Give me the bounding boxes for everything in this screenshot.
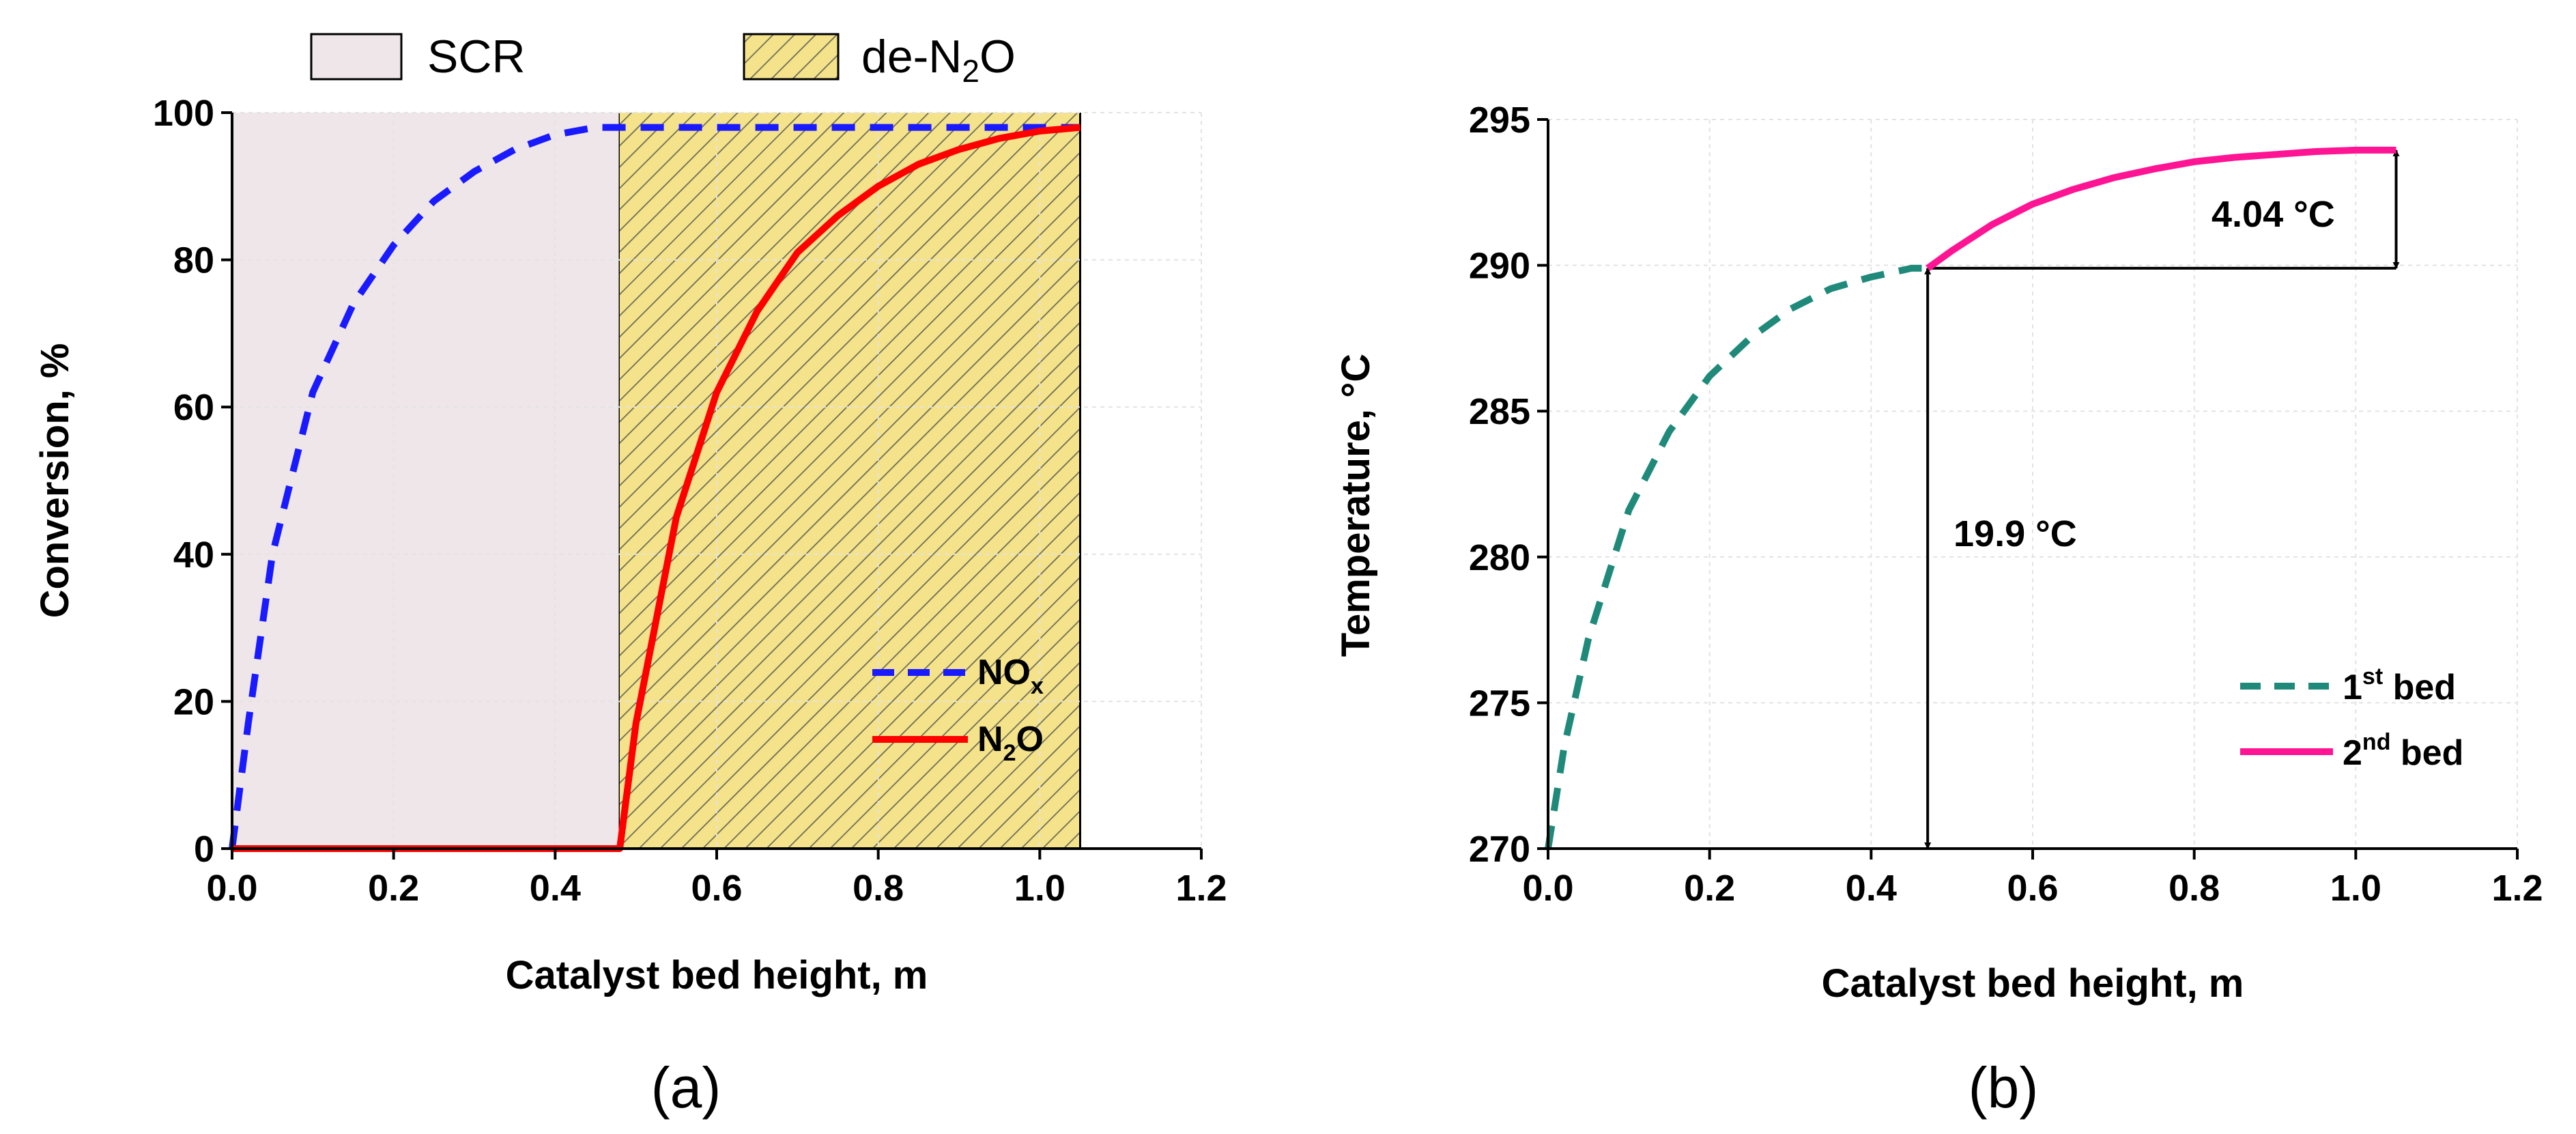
region-scr <box>232 113 620 849</box>
x-tick-label: 0.2 <box>368 868 419 909</box>
n2o-legend-label: N2O <box>977 720 1044 766</box>
y-tick-label: 80 <box>173 240 214 281</box>
chart-panel-b: 0.0 0.2 0.4 0.6 0.8 1.0 1.2270275280285290295 … <box>1334 100 2543 1120</box>
series-b <box>1545 146 2396 849</box>
nox-legend-label: NOx <box>977 653 1044 699</box>
y-tick-label: 0 <box>194 829 214 870</box>
series-line-1st-bed <box>1545 264 1928 849</box>
region-legend: SCR de-N2O <box>310 31 1016 89</box>
region-de-n2o <box>620 113 1081 849</box>
x-tick-label: 0.4 <box>1846 868 1897 909</box>
x-tick-label: 1.2 <box>1175 868 1227 909</box>
x-tick-label: 0.6 <box>2007 868 2058 909</box>
annotation-19-9: 19.9 °C <box>1954 513 2077 554</box>
y-tick-label: 100 <box>153 93 214 134</box>
x-tick-label: 1.0 <box>2330 868 2381 909</box>
y-tick-label: 290 <box>1469 246 1530 287</box>
scr-legend-swatch <box>310 33 403 81</box>
den2o-legend-label: de-N2O <box>861 31 1016 89</box>
x-tick-label: 0.2 <box>1684 868 1735 909</box>
y-tick-label: 20 <box>173 681 214 722</box>
y-axis-title-b: Temperature, °C <box>1334 354 1378 657</box>
y-tick-label: 275 <box>1469 683 1530 724</box>
series-a <box>229 124 1081 852</box>
series-line-n2o <box>232 124 1081 852</box>
series-legend-b: 1st bed 2nd bed <box>2240 664 2463 773</box>
y-axis-title-a: Conversion, % <box>33 343 77 619</box>
x-axis-title-a: Catalyst bed height, m <box>506 953 928 997</box>
series-line-2nd-bed <box>1926 146 2396 271</box>
y-tick-label: 295 <box>1469 100 1530 141</box>
chart-panel-a: SCR de-N2O 0.0 0.2 0.4 0.6 0.8 1.0 1.2 0 20 40 60 8… <box>33 31 1227 1120</box>
bed1-legend-label: 1st bed <box>2343 664 2456 707</box>
regions-a <box>232 113 1081 849</box>
x-tick-label: 0.0 <box>206 868 257 909</box>
x-tick-label: 1.0 <box>1014 868 1065 909</box>
annotation-4-04: 4.04 °C <box>2212 194 2335 235</box>
bed2-legend-label: 2nd bed <box>2343 729 2463 773</box>
y-tick-label: 60 <box>173 387 214 428</box>
x-axis-title-b: Catalyst bed height, m <box>1822 961 2244 1006</box>
x-tick-label: 1.2 <box>2491 868 2543 909</box>
x-tick-label: 0.6 <box>691 868 742 909</box>
x-tick-label: 0.8 <box>853 868 904 909</box>
series-line-nox <box>229 124 1081 849</box>
panel-label-a: (a) <box>651 1055 721 1120</box>
scr-legend-label: SCR <box>427 31 526 83</box>
y-tick-label: 270 <box>1469 829 1530 870</box>
y-tick-label: 40 <box>173 535 214 576</box>
x-tick-label: 0.8 <box>2169 868 2220 909</box>
series-legend-a: NOx N2O <box>872 653 1044 766</box>
ticks-b: 0.0 0.2 0.4 0.6 0.8 1.0 1.2 270 275 280 285 290 295 <box>1469 100 2543 909</box>
den2o-legend-swatch <box>743 33 840 81</box>
y-tick-label: 285 <box>1469 391 1530 432</box>
ticks-a: 0.0 0.2 0.4 0.6 0.8 1.0 1.2 0 20 40 60 80 100 <box>153 93 1227 909</box>
panel-label-b: (b) <box>1969 1055 2039 1120</box>
annotations-b <box>1924 149 2400 849</box>
x-tick-label: 0.0 <box>1522 868 1573 909</box>
x-tick-label: 0.4 <box>530 868 581 909</box>
y-tick-label: 280 <box>1469 537 1530 578</box>
